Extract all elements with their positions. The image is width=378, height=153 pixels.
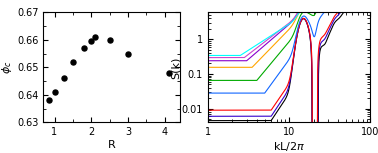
Point [107,39,113,41]
Point [51,91,57,93]
X-axis label: R: R [108,140,115,150]
Y-axis label: S(k): S(k) [170,56,180,78]
Point [166,72,172,74]
Y-axis label: $\phi_c$: $\phi_c$ [0,61,14,74]
Point [125,52,131,55]
Point [88,40,94,42]
Point [81,47,87,49]
X-axis label: kL/2$\pi$: kL/2$\pi$ [273,140,305,153]
Point [70,61,76,63]
Point [46,99,52,102]
Point [92,36,98,38]
Point [61,77,67,80]
